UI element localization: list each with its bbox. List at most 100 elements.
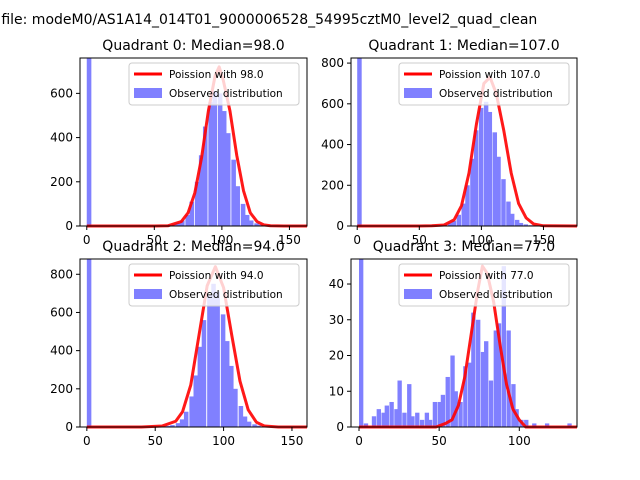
histogram-bar xyxy=(496,323,502,427)
histogram-bar xyxy=(415,412,420,427)
histogram-bar xyxy=(202,126,208,226)
histogram-bar xyxy=(193,375,199,427)
histogram-bar xyxy=(381,412,386,427)
subplot-title: Quadrant 2: Median=94.0 xyxy=(102,239,284,255)
histogram-bars xyxy=(357,58,542,226)
legend-bar-label: Observed distribution xyxy=(439,289,553,301)
histogram-bar xyxy=(427,419,433,427)
histogram-bar xyxy=(419,419,425,427)
histogram-bar xyxy=(476,319,481,427)
legend-bar-swatch xyxy=(404,289,432,299)
legend-bar-swatch xyxy=(134,289,162,299)
histogram-bar xyxy=(402,412,407,427)
histogram-bar xyxy=(197,346,203,427)
x-tick-label: 0 xyxy=(83,233,91,247)
legend-bar-label: Observed distribution xyxy=(169,88,283,100)
histogram-bar xyxy=(492,132,498,226)
y-tick-label: 200 xyxy=(50,175,73,189)
histogram-bar xyxy=(225,133,231,226)
legend-bar-swatch xyxy=(134,88,162,98)
histogram-bar xyxy=(363,423,369,427)
y-tick-label: 200 xyxy=(321,178,344,192)
y-tick-label: 400 xyxy=(321,138,344,152)
histogram-bar xyxy=(501,179,506,226)
y-tick-label: 800 xyxy=(50,267,73,281)
histogram-bar xyxy=(185,214,190,226)
histogram-bar xyxy=(465,185,470,226)
legend: Poission with 98.0 Observed distribution xyxy=(128,62,300,106)
histogram-bar xyxy=(483,101,489,226)
histogram-bar xyxy=(461,203,466,226)
histogram-bar xyxy=(524,419,529,427)
axes-frame xyxy=(79,258,308,428)
legend-line-label: Poission with 77.0 xyxy=(439,270,534,282)
histogram-bar xyxy=(207,295,212,427)
histogram-bar xyxy=(509,213,515,226)
subplot-title: Quadrant 1: Median=107.0 xyxy=(368,38,559,54)
subplot-title: Quadrant 3: Median=77.0 xyxy=(373,239,555,255)
axes-frame xyxy=(350,57,578,227)
histogram-bar xyxy=(506,330,511,427)
y-tick-label: 10 xyxy=(329,384,344,398)
histogram-bar xyxy=(468,362,473,427)
x-tick-label: 0 xyxy=(83,434,91,448)
y-tick-label: 600 xyxy=(50,305,73,319)
histogram-bar xyxy=(394,409,399,427)
legend: Poission with 77.0 Observed distribution xyxy=(398,263,570,307)
histogram-bar xyxy=(496,156,501,226)
histogram-bar xyxy=(212,91,218,226)
histogram-bar xyxy=(248,220,254,226)
y-tick-label: 30 xyxy=(329,313,344,327)
subplot-quadrant-0: 0 50 100 150 0 200 400 600 Poission with 98.0 Obs… xyxy=(50,38,308,247)
histogram-bar xyxy=(229,365,234,427)
histogram-bar xyxy=(480,351,486,427)
axes-frame xyxy=(79,57,308,227)
legend-line-label: Poission with 98.0 xyxy=(169,69,264,81)
histogram-bar xyxy=(244,214,250,226)
y-tick-label: 600 xyxy=(50,86,73,100)
histogram-bar xyxy=(488,380,494,427)
histogram-bar xyxy=(447,222,453,226)
histogram-bar xyxy=(256,425,261,427)
legend-line-label: Poission with 107.0 xyxy=(439,69,540,81)
histogram-bar xyxy=(240,203,246,226)
legend-box xyxy=(128,263,300,307)
histogram-bar xyxy=(242,416,248,427)
subplot-title: Quadrant 0: Median=98.0 xyxy=(102,38,284,54)
y-tick-label: 0 xyxy=(65,219,73,233)
histogram-bar xyxy=(166,425,171,427)
histogram-bar xyxy=(189,201,195,226)
histogram-bar xyxy=(506,201,511,226)
axes-frame xyxy=(350,258,578,428)
histogram-bar xyxy=(532,423,537,427)
histogram-bar xyxy=(463,366,468,427)
histogram-bar xyxy=(470,158,475,226)
y-tick-label: 600 xyxy=(321,97,344,111)
histogram-bar xyxy=(235,186,240,226)
histogram-bar xyxy=(224,341,230,427)
histogram-bar xyxy=(523,224,529,226)
histogram-bar xyxy=(86,259,92,427)
histogram-bar xyxy=(217,93,223,227)
legend-box xyxy=(398,62,570,106)
histogram-bar xyxy=(252,424,257,427)
histogram-bar xyxy=(445,376,450,427)
histogram-bar xyxy=(233,388,238,427)
histogram-bar xyxy=(201,320,207,427)
histogram-bar xyxy=(407,384,412,427)
histogram-bar xyxy=(567,423,572,427)
histogram-bar xyxy=(450,355,455,427)
histogram-bar xyxy=(397,380,402,427)
x-tick-label: 100 xyxy=(470,233,493,247)
subplot-quadrant-3: 0 50 100 0 10 20 30 40 Poission with 77.0 Observe… xyxy=(329,239,578,448)
histogram-bar xyxy=(544,423,550,427)
histogram-bar xyxy=(179,220,185,226)
x-tick-label: 100 xyxy=(212,434,235,448)
figure-suptitle: n file: modeM0/AS1A14_014T01_9000006528_… xyxy=(0,12,537,28)
histogram-bar xyxy=(254,223,259,226)
histogram-bar xyxy=(183,411,189,427)
legend-bar-swatch xyxy=(404,88,432,98)
histogram-bar xyxy=(424,412,430,427)
histogram-bar xyxy=(170,425,175,427)
x-tick-label: 0 xyxy=(353,233,361,247)
